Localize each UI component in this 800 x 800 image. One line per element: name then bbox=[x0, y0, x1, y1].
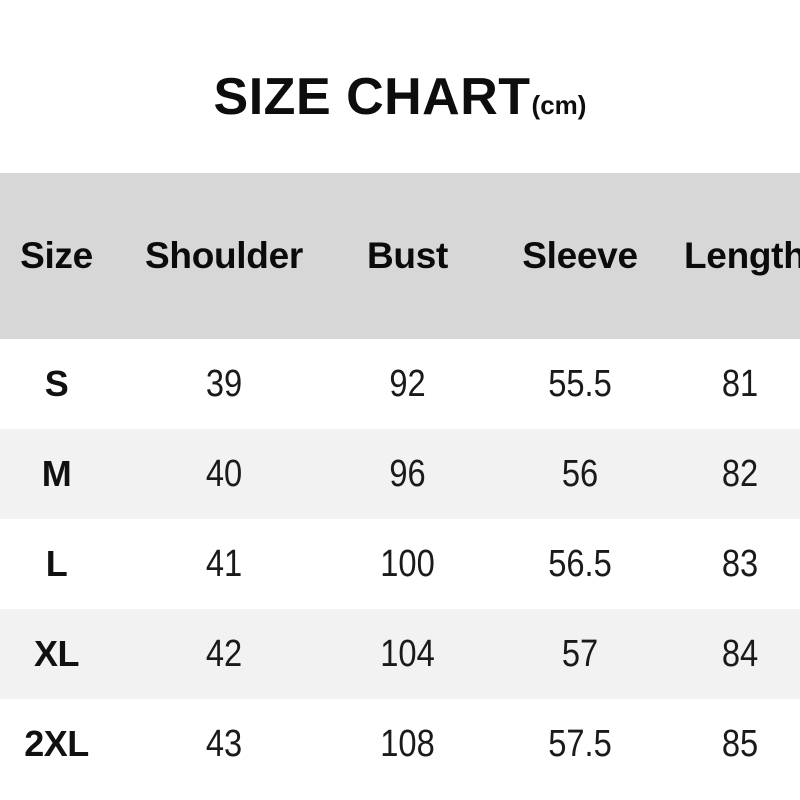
table-row: S 39 92 55.5 81 bbox=[0, 339, 800, 429]
table-row: L 41 100 56.5 83 bbox=[0, 519, 800, 609]
table-header-row: Size Shoulder Bust Sleeve Length bbox=[0, 173, 800, 339]
cell-length: 83 bbox=[721, 542, 759, 585]
cell-length: 85 bbox=[721, 722, 759, 765]
cell-sleeve: 57 bbox=[561, 632, 599, 675]
cell-bust: 108 bbox=[380, 722, 435, 765]
cell-size: 2XL bbox=[24, 723, 89, 764]
title-line: SIZE CHART (cm) bbox=[214, 71, 587, 123]
cell-sleeve: 57.5 bbox=[548, 722, 612, 765]
cell-size: L bbox=[45, 543, 68, 584]
cell-shoulder: 42 bbox=[205, 632, 243, 675]
column-header-size: Size bbox=[20, 235, 93, 276]
title-unit-label: (cm) bbox=[531, 89, 587, 120]
column-header-sleeve: Sleeve bbox=[522, 235, 638, 276]
cell-sleeve: 56.5 bbox=[548, 542, 612, 585]
page-title: SIZE CHART bbox=[213, 67, 531, 126]
cell-length: 81 bbox=[721, 362, 759, 405]
cell-shoulder: 40 bbox=[205, 452, 243, 495]
column-header-shoulder: Shoulder bbox=[145, 235, 303, 276]
column-header-bust: Bust bbox=[366, 235, 449, 276]
table-header: Size Shoulder Bust Sleeve Length bbox=[0, 173, 800, 339]
table-row: M 40 96 56 82 bbox=[0, 429, 800, 519]
cell-size: S bbox=[44, 363, 69, 404]
cell-length: 82 bbox=[721, 452, 759, 495]
chart-title: SIZE CHART (cm) bbox=[0, 0, 800, 173]
size-measurements-table: Size Shoulder Bust Sleeve Length S 39 92… bbox=[0, 173, 800, 789]
table-row: 2XL 43 108 57.5 85 bbox=[0, 699, 800, 789]
cell-bust: 100 bbox=[380, 542, 435, 585]
table-row: XL 42 104 57 84 bbox=[0, 609, 800, 699]
cell-shoulder: 39 bbox=[205, 362, 243, 405]
column-header-length: Length bbox=[684, 235, 800, 276]
cell-bust: 96 bbox=[389, 452, 426, 495]
cell-size: XL bbox=[33, 633, 80, 674]
cell-length: 84 bbox=[721, 632, 759, 675]
cell-sleeve: 56 bbox=[561, 452, 599, 495]
cell-size: M bbox=[41, 453, 72, 494]
cell-shoulder: 41 bbox=[205, 542, 243, 585]
cell-sleeve: 55.5 bbox=[548, 362, 612, 405]
table-body: S 39 92 55.5 81 M 40 96 56 82 L 41 100 5… bbox=[0, 339, 800, 789]
cell-shoulder: 43 bbox=[205, 722, 243, 765]
cell-bust: 104 bbox=[380, 632, 435, 675]
cell-bust: 92 bbox=[389, 362, 426, 405]
